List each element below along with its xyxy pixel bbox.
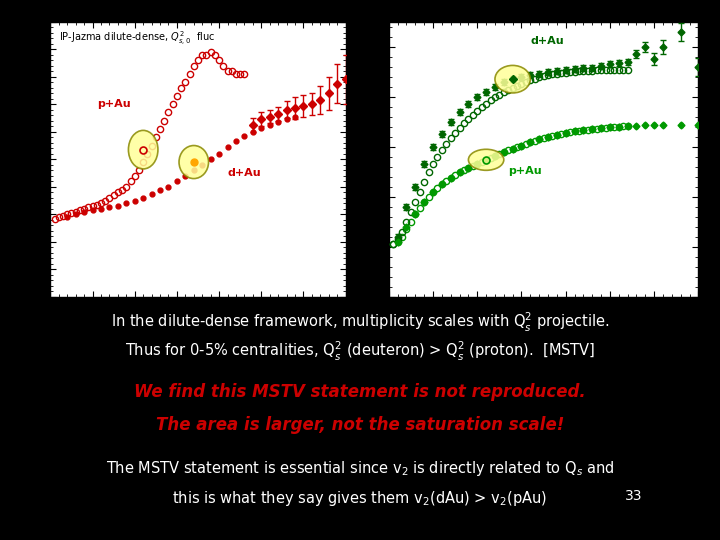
- Ellipse shape: [495, 65, 531, 93]
- X-axis label: N$_{gluon}$ (a.u.): N$_{gluon}$ (a.u.): [168, 315, 228, 329]
- Text: p+Au: p+Au: [508, 166, 542, 177]
- Text: d+Au: d+Au: [228, 168, 261, 178]
- Ellipse shape: [179, 145, 209, 179]
- Text: 33: 33: [625, 489, 642, 503]
- Text: d+Au: d+Au: [531, 36, 564, 46]
- X-axis label: N$_{gluon}$ (a.u.): N$_{gluon}$ (a.u.): [513, 315, 574, 329]
- Text: We find this MSTV statement is not reproduced.: We find this MSTV statement is not repro…: [134, 383, 586, 401]
- Text: The MSTV statement is essential since v$_2$ is directly related to Q$_s$ and: The MSTV statement is essential since v$…: [106, 459, 614, 478]
- Ellipse shape: [469, 149, 504, 170]
- Text: In the dilute-dense framework, multiplicity scales with Q$_s^2$ projectile.: In the dilute-dense framework, multiplic…: [111, 310, 609, 334]
- Text: this is what they say gives them v$_2$(dAu) > v$_2$(pAu): this is what they say gives them v$_2$(d…: [172, 489, 548, 508]
- Y-axis label: $\langle Q_s^2 \rangle$ over the Interaction Area: $\langle Q_s^2 \rangle$ over the Interac…: [12, 91, 27, 227]
- Y-axis label: Interaction Area [fm$^2$]: Interaction Area [fm$^2$]: [359, 102, 375, 217]
- Ellipse shape: [128, 130, 158, 169]
- Text: Thus for 0-5% centralities, Q$_s^2$ (deuteron) > Q$_s^2$ (proton).  [MSTV]: Thus for 0-5% centralities, Q$_s^2$ (deu…: [125, 340, 595, 363]
- Text: IP-Jazma dilute-dense, $Q_{s,0}^2$  fluc: IP-Jazma dilute-dense, $Q_{s,0}^2$ fluc: [59, 30, 215, 48]
- Text: p+Au: p+Au: [96, 99, 130, 109]
- Text: The area is larger, not the saturation scale!: The area is larger, not the saturation s…: [156, 416, 564, 434]
